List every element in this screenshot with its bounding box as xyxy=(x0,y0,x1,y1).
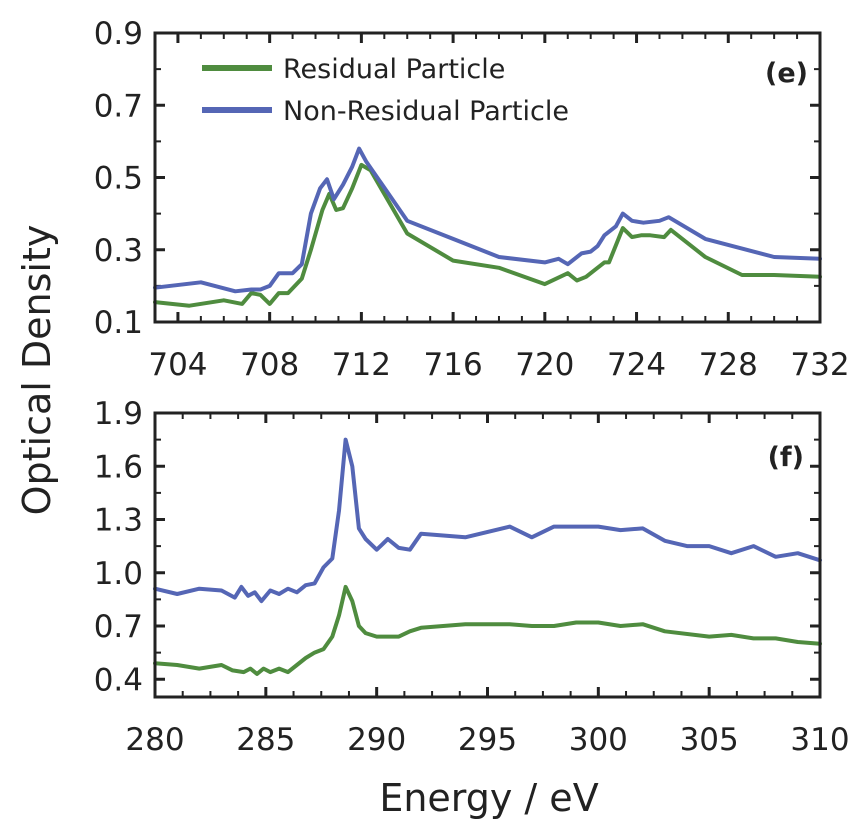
panel-f: 280 285 290 295 300 305 3100.40.71.01.31.61.9 … xyxy=(94,396,850,758)
x-tick-label: 290 xyxy=(347,722,406,758)
panel-f-tag: (f) xyxy=(768,442,804,473)
y-axis-label: Optical Density xyxy=(15,225,59,516)
legend-label-non-residual: Non-Residual Particle xyxy=(283,96,569,127)
legend: Residual Particle Non-Residual Particle xyxy=(202,54,569,127)
panel-e-tag: (e) xyxy=(765,58,808,89)
x-tick-label: 712 xyxy=(332,347,391,383)
x-tick-label: 280 xyxy=(125,722,184,758)
y-tick-label: 0.5 xyxy=(94,161,143,197)
x-tick-label: 295 xyxy=(458,722,517,758)
y-tick-label: 1.6 xyxy=(94,449,143,485)
panel-f-frame xyxy=(153,411,822,699)
panel-e-ticks: 704 708 712 716 720 724 728 732 0.1 0.3 0.5 0.7 0.9 xyxy=(94,16,850,383)
x-tick-label: 716 xyxy=(424,347,483,383)
panel-e-series xyxy=(153,146,822,308)
series-line-residual-particle xyxy=(153,584,822,676)
y-tick-label: 0.1 xyxy=(94,305,143,341)
panel-f-ticks: 280 285 290 295 300 305 310 0.4 0.7 1.0 1.3 1.6 1.9 xyxy=(94,396,850,758)
y-tick-label: 1.9 xyxy=(94,396,143,432)
y-tick-label: 0.9 xyxy=(94,16,143,52)
x-tick-label: 300 xyxy=(569,722,628,758)
y-tick-label: 1.0 xyxy=(94,556,143,592)
series-line-non-residual-particle xyxy=(153,437,822,604)
x-tick-label: 285 xyxy=(236,722,295,758)
legend-label-residual: Residual Particle xyxy=(283,54,505,85)
panel-e-frame xyxy=(153,31,822,324)
panel-e: 704 708 712 716 720 724 728 7320.10.30.50.70.9 … xyxy=(94,16,850,383)
x-tick-label: 704 xyxy=(148,347,207,383)
y-tick-label: 0.3 xyxy=(94,233,143,269)
y-tick-label: 0.7 xyxy=(94,88,143,124)
x-tick-label: 310 xyxy=(790,722,849,758)
x-tick-label: 708 xyxy=(240,347,299,383)
panel-f-series xyxy=(153,437,822,676)
x-tick-label: 732 xyxy=(790,347,849,383)
series-line-residual-particle xyxy=(153,162,822,308)
y-tick-label: 0.7 xyxy=(94,609,143,645)
y-tick-label: 1.3 xyxy=(94,503,143,539)
x-axis-label: Energy / eV xyxy=(379,776,598,819)
x-tick-label: 728 xyxy=(699,347,758,383)
x-tick-label: 720 xyxy=(515,347,574,383)
x-tick-label: 305 xyxy=(680,722,739,758)
y-tick-label: 0.4 xyxy=(94,662,143,698)
x-tick-label: 724 xyxy=(607,347,666,383)
series-line-non-residual-particle xyxy=(153,146,822,294)
